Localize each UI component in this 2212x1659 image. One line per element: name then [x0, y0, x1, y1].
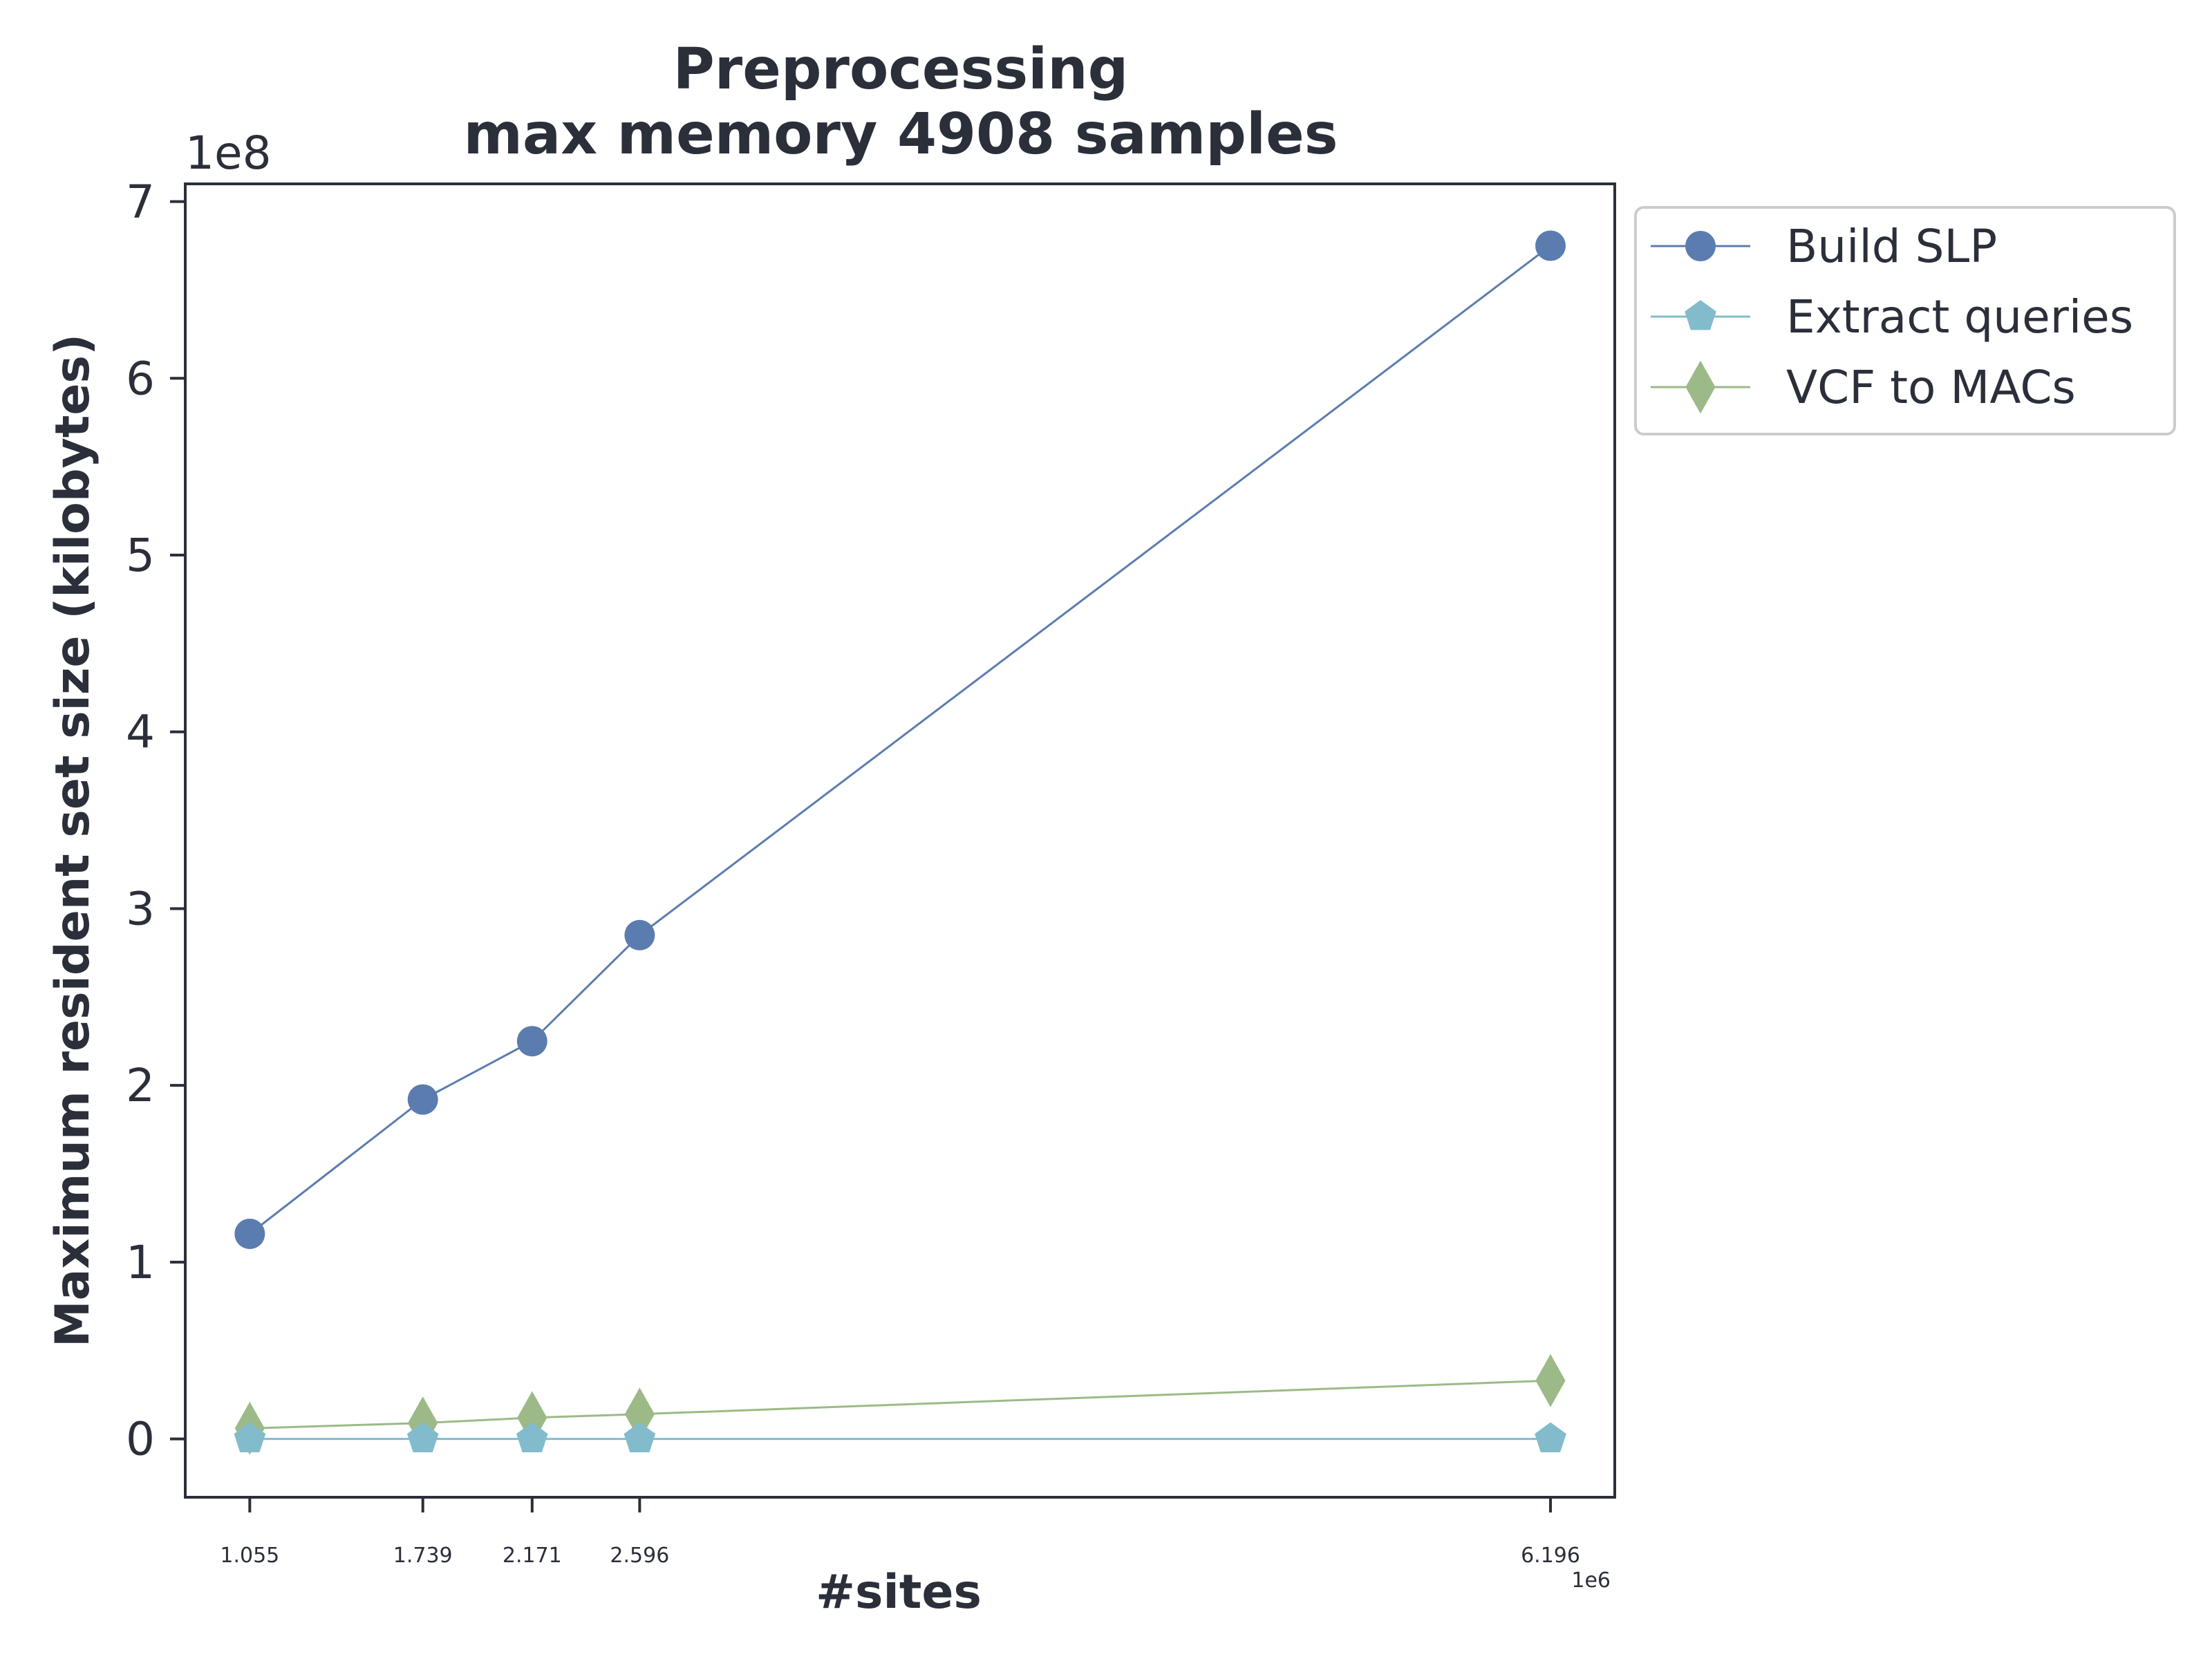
data-point — [406, 1422, 439, 1452]
data-point — [516, 1422, 548, 1452]
data-point — [624, 1422, 656, 1452]
x-tick-label: 1.739 — [393, 1544, 453, 1568]
legend-entry: VCF to MACs — [1651, 360, 2076, 414]
legend-entry: Extract queries — [1651, 290, 2133, 344]
legend-label: Extract queries — [1786, 290, 2133, 344]
data-point — [234, 1218, 265, 1249]
x-axis: 1.055 1.739 2.171 2.596 6.196 — [220, 1497, 1580, 1568]
x-axis-label: #sites — [816, 1565, 982, 1620]
x-tick-label: 2.171 — [503, 1544, 562, 1568]
x-tick-label: 1.055 — [220, 1544, 279, 1568]
data-point — [624, 919, 655, 950]
legend-marker — [1685, 231, 1716, 261]
chart-title-line-2: max memory 4908 samples — [463, 102, 1338, 167]
legend-label: Build SLP — [1786, 220, 1997, 273]
y-tick-label: 6 — [126, 352, 155, 405]
y-tick-label: 2 — [126, 1059, 155, 1112]
series-build-slp — [234, 230, 1566, 1249]
data-point — [1535, 1353, 1566, 1407]
legend-label: VCF to MACs — [1786, 361, 2076, 414]
chart-title-line-1: Preprocessing — [673, 37, 1129, 102]
legend-marker — [1685, 300, 1716, 330]
y-axis-label: Maximum resident set size (kilobytes) — [46, 334, 100, 1347]
legend: Build SLP Extract queries VCF to MACs — [1634, 206, 2176, 435]
x-tick-label: 2.596 — [610, 1544, 669, 1568]
series-extract-queries — [234, 1422, 1566, 1452]
data-point — [234, 1422, 266, 1452]
data-point — [1535, 1422, 1566, 1452]
legend-marker — [1685, 360, 1716, 414]
y-tick-label: 7 — [126, 176, 155, 229]
data-point — [516, 1026, 547, 1057]
legend-entry: Build SLP — [1651, 220, 1997, 273]
y-tick-label: 4 — [126, 706, 155, 759]
x-axis-multiplier: 1e6 — [1571, 1568, 1611, 1593]
y-tick-label: 1 — [126, 1236, 155, 1289]
plot-area — [234, 230, 1566, 1455]
data-point — [407, 1084, 438, 1115]
y-axis-multiplier: 1e8 — [185, 126, 272, 180]
y-tick-label: 0 — [126, 1413, 155, 1466]
series-line — [250, 1379, 1551, 1430]
series-line — [249, 245, 1551, 1235]
data-point — [624, 1387, 655, 1441]
axes-frame — [184, 182, 1616, 1499]
x-tick-label: 6.196 — [1521, 1544, 1580, 1568]
y-tick-label: 5 — [126, 529, 155, 582]
y-axis: 0 1 2 3 4 5 6 7 — [126, 176, 185, 1466]
y-tick-label: 3 — [126, 882, 155, 935]
legend-frame — [1634, 206, 2176, 435]
data-point — [1535, 230, 1566, 261]
